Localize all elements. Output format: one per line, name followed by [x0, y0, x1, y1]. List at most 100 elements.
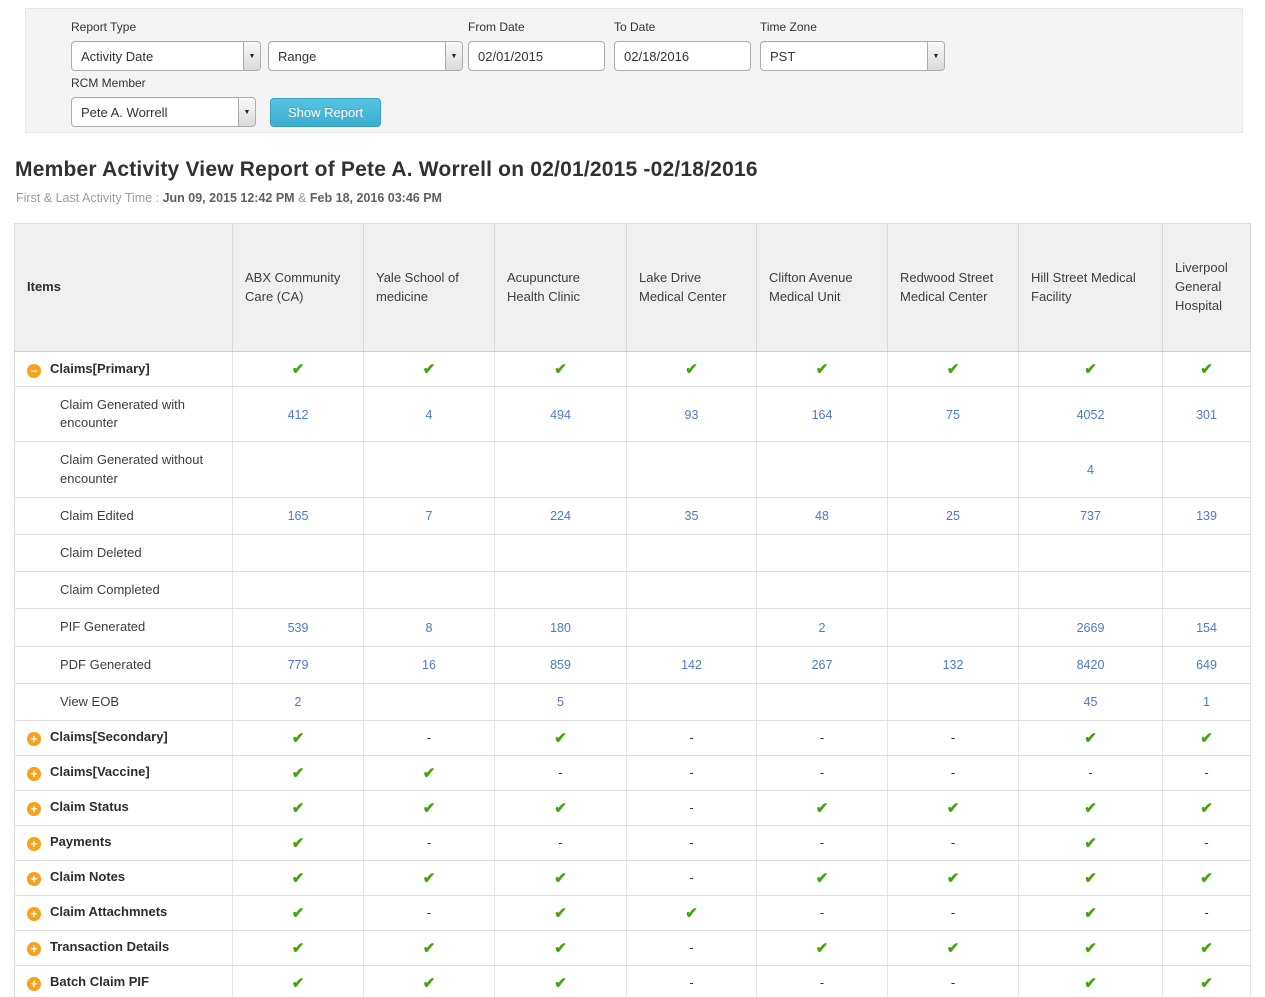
check-icon: ✔ [685, 904, 698, 922]
count-link[interactable]: 139 [1196, 509, 1217, 524]
value-cell: ✔ [887, 790, 1019, 826]
check-icon: ✔ [554, 361, 567, 378]
dash-mark: - [819, 730, 825, 746]
dash-mark: - [1088, 765, 1093, 781]
table-row: + Batch Claim PIF ✔ ✔ ✔ - - - ✔ ✔ [14, 965, 1251, 997]
dash-mark: - [689, 765, 694, 781]
value-cell: ✔ [887, 930, 1019, 966]
dropdown-arrow-icon: ▼ [445, 42, 462, 70]
collapse-icon[interactable]: − [27, 363, 41, 378]
report-type-select[interactable]: Activity Date ▼ [71, 41, 261, 71]
expand-icon[interactable]: + [27, 872, 41, 887]
value-cell: - [756, 825, 888, 861]
count-link[interactable]: 4052 [1076, 407, 1105, 422]
count-link[interactable]: 779 [287, 658, 309, 673]
value-cell: - [626, 860, 757, 896]
check-icon: ✔ [1084, 904, 1097, 922]
count-link[interactable]: 4 [425, 407, 433, 422]
count-link[interactable]: 154 [1196, 620, 1217, 635]
value-cell: 737 [1018, 497, 1163, 535]
count-link[interactable]: 45 [1083, 695, 1098, 710]
count-link[interactable]: 649 [1196, 658, 1217, 673]
count-link[interactable]: 7 [425, 509, 433, 524]
check-icon: ✔ [422, 764, 436, 782]
time-zone-select[interactable]: PST ▼ [760, 41, 945, 71]
value-cell: ✔ [232, 930, 364, 966]
dash-mark: - [558, 835, 563, 851]
count-link[interactable]: 25 [946, 509, 960, 524]
count-link[interactable]: 412 [287, 407, 309, 422]
table-row: − Claims[Primary] ✔ ✔ ✔ ✔ ✔ ✔ ✔ ✔ [14, 351, 1251, 387]
count-link[interactable]: 16 [422, 658, 436, 673]
row-label-cell: + Claim Attachmnets [14, 895, 233, 931]
count-link[interactable]: 737 [1080, 509, 1101, 524]
count-link[interactable]: 132 [942, 658, 964, 673]
value-cell [626, 571, 757, 610]
count-link[interactable]: 4 [1087, 463, 1094, 478]
rcm-member-select[interactable]: Pete A. Worrell ▼ [71, 97, 256, 127]
count-link[interactable]: 494 [550, 407, 571, 422]
value-cell [887, 608, 1019, 647]
count-link[interactable]: 48 [815, 509, 829, 524]
value-cell: 165 [232, 497, 364, 535]
count-link[interactable]: 5 [557, 695, 564, 710]
value-cell: - [626, 755, 757, 791]
value-cell: 649 [1162, 646, 1251, 684]
expand-icon[interactable]: + [27, 837, 41, 852]
value-cell: ✔ [1018, 860, 1163, 896]
table-row: Claim Edited 165 7 224 35 48 25 737 139 [14, 497, 1251, 535]
count-link[interactable]: 8 [425, 620, 433, 635]
table-row: + Transaction Details ✔ ✔ ✔ - ✔ ✔ ✔ ✔ [14, 930, 1251, 966]
value-cell: - [887, 965, 1019, 997]
check-icon: ✔ [815, 799, 829, 817]
count-link[interactable]: 1 [1203, 695, 1210, 710]
count-link[interactable]: 142 [681, 658, 702, 673]
check-icon: ✔ [291, 799, 305, 817]
rcm-member-label: RCM Member [71, 76, 146, 90]
count-link[interactable]: 224 [550, 509, 571, 524]
count-link[interactable]: 301 [1196, 407, 1217, 422]
value-cell: ✔ [232, 895, 364, 931]
value-cell: ✔ [494, 790, 627, 826]
expand-icon[interactable]: + [27, 907, 41, 922]
count-link[interactable]: 2 [818, 620, 826, 635]
count-link[interactable]: 267 [811, 658, 833, 673]
check-icon: ✔ [946, 799, 960, 817]
check-icon: ✔ [1084, 729, 1097, 747]
expand-icon[interactable]: + [27, 767, 41, 782]
value-cell: 224 [494, 497, 627, 535]
row-label: Transaction Details [50, 939, 170, 955]
value-cell: ✔ [363, 860, 495, 896]
check-icon: ✔ [422, 939, 436, 957]
count-link[interactable]: 93 [684, 407, 699, 422]
value-cell: - [887, 825, 1019, 861]
count-link[interactable]: 539 [287, 620, 309, 635]
column-header: Clifton Avenue Medical Unit [756, 223, 888, 352]
expand-icon[interactable]: + [27, 942, 41, 957]
from-date-input[interactable] [468, 41, 605, 71]
count-link[interactable]: 8420 [1076, 658, 1105, 673]
count-link[interactable]: 2669 [1076, 620, 1105, 635]
count-link[interactable]: 164 [811, 407, 833, 422]
value-cell: ✔ [1018, 351, 1163, 387]
column-header: Acupuncture Health Clinic [494, 223, 627, 352]
expand-icon[interactable]: + [27, 802, 41, 817]
show-report-button[interactable]: Show Report [270, 98, 382, 127]
count-link[interactable]: 75 [946, 407, 960, 422]
table-row: Claim Generated with encounter 412 4 494 93 1… [14, 386, 1251, 443]
value-cell: ✔ [363, 351, 495, 387]
check-icon: ✔ [1084, 361, 1097, 378]
dash-mark: - [1204, 765, 1209, 781]
range-select[interactable]: Range ▼ [268, 41, 463, 71]
count-link[interactable]: 165 [287, 509, 309, 524]
table-row: + Payments ✔ - - - - - ✔ - [14, 825, 1251, 861]
expand-icon[interactable]: + [27, 977, 41, 992]
value-cell: 494 [494, 386, 627, 443]
count-link[interactable]: 2 [294, 695, 302, 710]
count-link[interactable]: 35 [684, 509, 699, 524]
count-link[interactable]: 859 [550, 658, 571, 673]
expand-icon[interactable]: + [27, 732, 41, 747]
value-cell: 5 [494, 683, 627, 721]
to-date-input[interactable] [614, 41, 751, 71]
count-link[interactable]: 180 [550, 620, 571, 635]
